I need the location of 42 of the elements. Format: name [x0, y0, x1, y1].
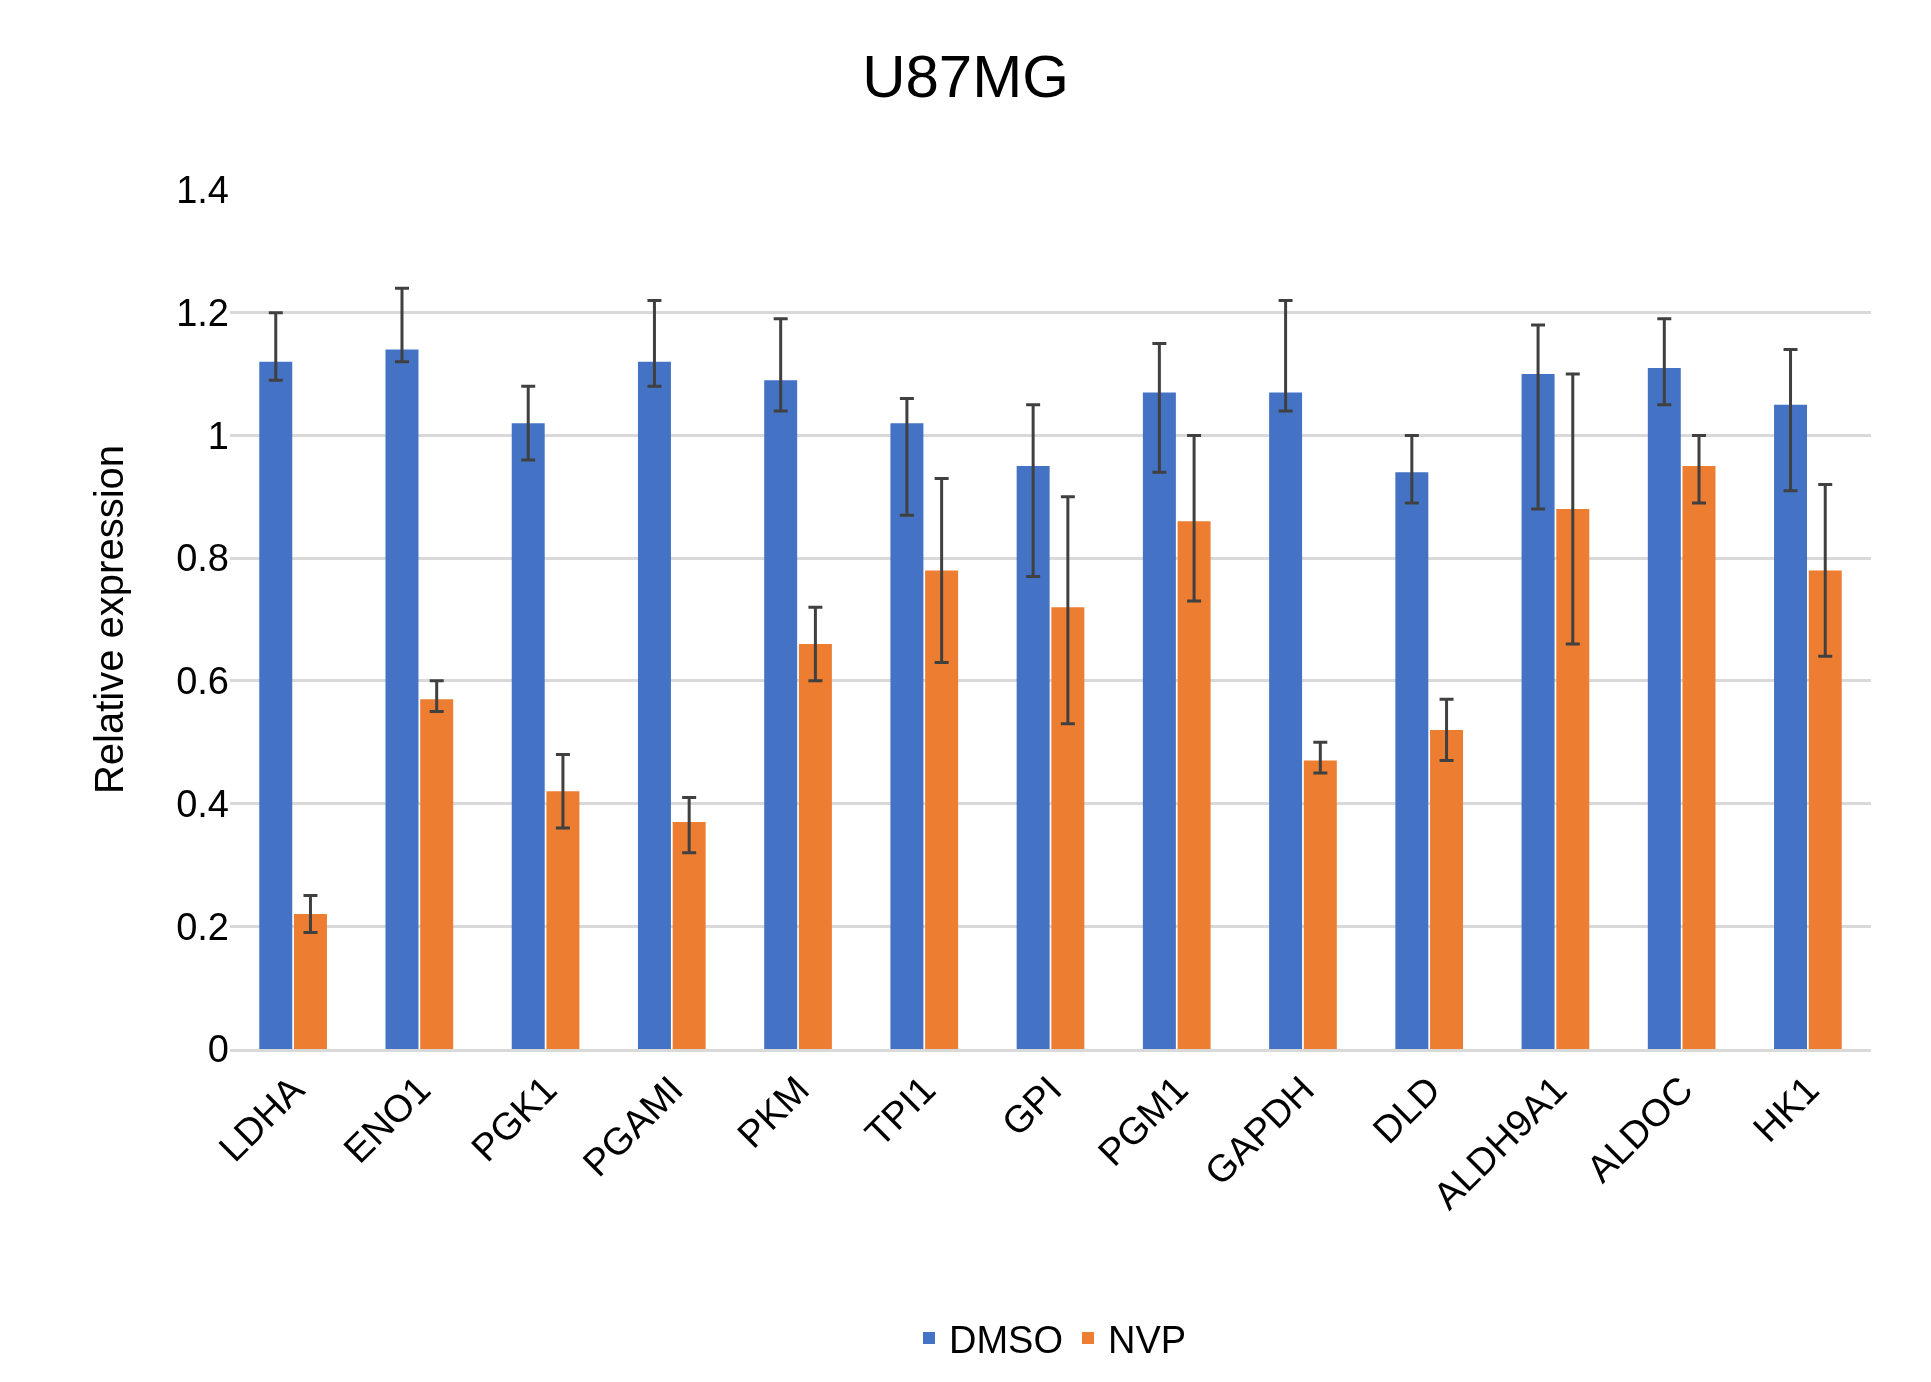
y-tick-label: 0.6 [176, 660, 229, 703]
bar [1774, 404, 1808, 1049]
bar [672, 821, 706, 1049]
bar [1808, 570, 1842, 1049]
y-tick-label: 1.2 [176, 292, 229, 335]
y-tick-label: 0.8 [176, 537, 229, 580]
x-tick-label: DLD [1364, 1067, 1449, 1152]
y-tick-label: 1.4 [176, 169, 229, 212]
bar [1051, 607, 1085, 1049]
legend-label: NVP [1108, 1318, 1187, 1361]
bar [1177, 521, 1211, 1049]
bar [1016, 466, 1050, 1049]
bar [511, 423, 545, 1049]
legend-label: DMSO [949, 1318, 1063, 1361]
bar [420, 699, 454, 1049]
y-axis-title: Relative expression [86, 444, 131, 795]
bar [637, 361, 671, 1049]
chart-title: U87MG [862, 43, 1069, 111]
bar [1269, 392, 1303, 1049]
bar [1647, 367, 1681, 1049]
bar [1430, 729, 1464, 1049]
x-tick-label: HK1 [1745, 1067, 1827, 1150]
bar [385, 349, 419, 1049]
y-tick-label: 1 [207, 414, 229, 457]
bar [798, 644, 832, 1049]
bar [1556, 509, 1590, 1049]
y-tick-label: 0 [207, 1028, 229, 1071]
bar [1521, 374, 1555, 1049]
bar [925, 570, 959, 1049]
bar [293, 914, 327, 1049]
bar [1142, 392, 1176, 1049]
bar [890, 423, 924, 1049]
bar [1682, 466, 1716, 1049]
bar [1303, 760, 1337, 1049]
y-tick-label: 0.2 [176, 905, 229, 948]
bar [546, 791, 580, 1049]
bar [259, 361, 293, 1049]
bar [1395, 472, 1429, 1049]
x-tick-label: GPI [993, 1067, 1070, 1144]
x-tick-label: TPI1 [856, 1067, 944, 1155]
y-tick-label: 0.4 [176, 782, 229, 825]
bar [764, 380, 798, 1049]
